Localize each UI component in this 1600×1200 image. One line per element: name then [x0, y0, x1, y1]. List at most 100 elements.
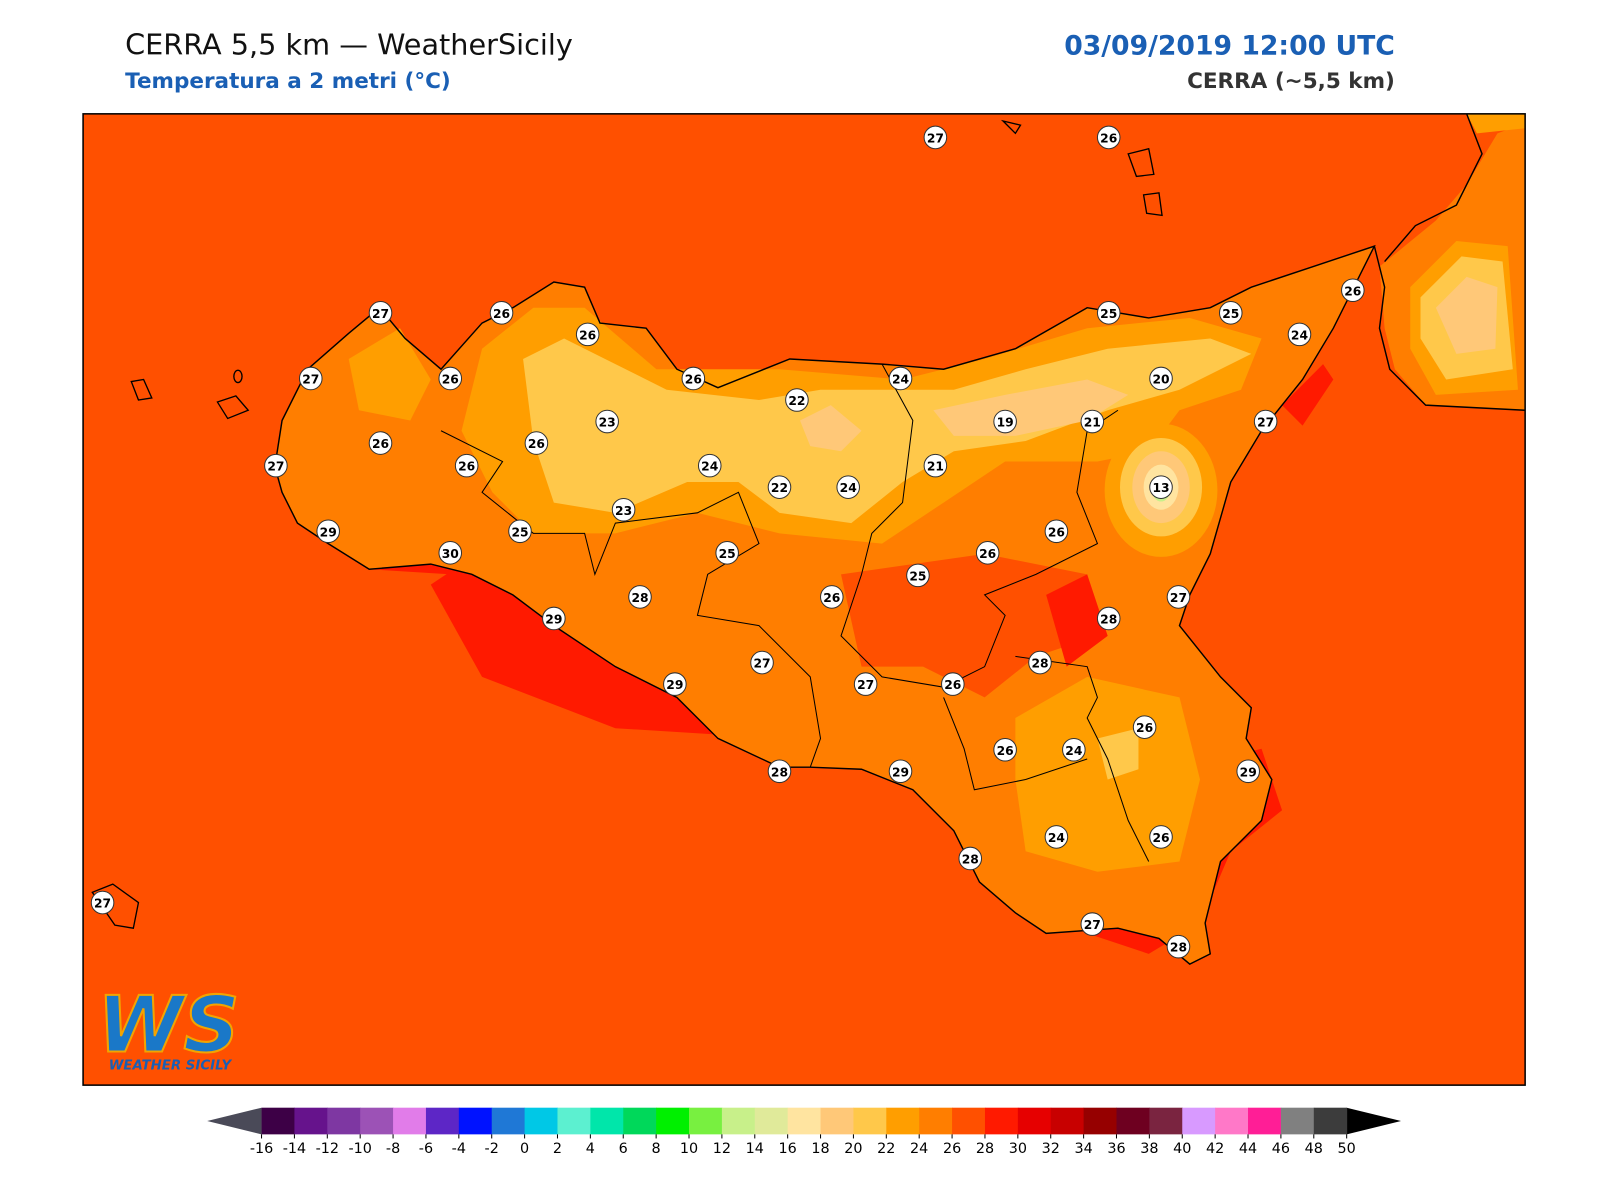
calabria-field [1466, 113, 1526, 134]
station-value: 26 [1344, 284, 1361, 298]
station-marker [90, 890, 115, 915]
station-value: 25 [1100, 307, 1117, 321]
colorbar-segment [1149, 1107, 1183, 1135]
colorbar-segment [1313, 1107, 1348, 1135]
stations: 27 26 27 26 26 25 25 26 24 27 26 26 24 20 22 23 19 21 27 26… [90, 125, 1365, 959]
colorbar-tick-label: 30 [1009, 1141, 1027, 1157]
station-value: 25 [1222, 307, 1239, 321]
colorbar-segment [1248, 1107, 1282, 1135]
station-marker [1062, 737, 1086, 762]
station-value: 29 [666, 678, 683, 692]
station-marker [923, 453, 948, 478]
colorbar-segment [1017, 1107, 1052, 1135]
colorbar-segment [1050, 1107, 1085, 1135]
station-marker [993, 737, 1017, 762]
station-value: 26 [493, 307, 510, 321]
station-value: 29 [320, 525, 337, 539]
land-field [800, 405, 862, 452]
station-marker [1080, 409, 1105, 434]
datetime: 03/09/2019 12:00 UTC [1064, 30, 1395, 61]
colorbar-tick-label: -14 [283, 1141, 306, 1157]
station-value: 25 [719, 547, 736, 561]
station-marker [1096, 301, 1121, 325]
colorbar-segment [952, 1107, 986, 1135]
station-value: 21 [927, 460, 944, 474]
station-value: 26 [997, 744, 1014, 758]
colorbar-segment [458, 1107, 493, 1135]
colorbar-tick-label: 4 [586, 1141, 595, 1157]
station-value: 28 [771, 765, 788, 779]
colorbar-tick-label: 46 [1272, 1141, 1290, 1157]
station-value: 24 [1291, 328, 1308, 342]
colorbar-tick-label: 10 [680, 1141, 698, 1157]
station-value: 27 [1257, 416, 1274, 430]
colorbar-segment [1116, 1107, 1150, 1135]
colorbar-tick-label: 32 [1042, 1141, 1060, 1157]
station-value: 22 [771, 481, 788, 495]
colorbar-tick-label: 50 [1338, 1141, 1356, 1157]
colorbar-segment [1280, 1107, 1315, 1135]
colorbar-tick-label: 40 [1173, 1141, 1191, 1157]
warm-band [1282, 364, 1334, 426]
station-value: 27 [94, 897, 111, 911]
station-value: 13 [1152, 481, 1169, 495]
colorbar-tick-label: 24 [910, 1141, 928, 1157]
colorbar: -16 -14 -12 -10 -8 -6 -4 -2 0 2 4 6 8 10 12 14 16 18 20 22 2… [207, 1107, 1402, 1157]
station-marker [767, 475, 792, 499]
province-borders [440, 363, 1150, 862]
station-marker [906, 563, 930, 588]
station-value: 26 [1152, 831, 1169, 845]
station-value: 19 [997, 416, 1014, 430]
colorbar-extend-high [1346, 1107, 1402, 1135]
title: CERRA 5,5 km — WeatherSicily [125, 27, 573, 61]
colorbar-tick-label: 38 [1140, 1141, 1158, 1157]
station-marker [785, 388, 809, 412]
station-marker [750, 650, 774, 675]
colorbar-segment [393, 1107, 427, 1135]
station-value: 26 [458, 460, 475, 474]
station-value: 26 [685, 372, 702, 386]
station-value: 27 [1170, 591, 1187, 605]
station-marker [1044, 825, 1069, 849]
station-marker [697, 453, 722, 478]
colorbar-tick-label: 16 [779, 1141, 797, 1157]
station-value: 25 [511, 525, 528, 539]
station-marker [975, 541, 1000, 565]
station-marker [628, 585, 652, 609]
station-value: 28 [631, 591, 648, 605]
station-marker [819, 585, 844, 609]
station-value: 26 [528, 437, 545, 451]
station-value: 28 [1100, 612, 1117, 626]
station-marker [489, 301, 514, 325]
colorbar-segment [623, 1107, 657, 1135]
logo-name: WEATHER SICILY [109, 1059, 233, 1074]
colorbar-segment [787, 1107, 822, 1135]
colorbar-tick-label: 28 [976, 1141, 994, 1157]
colorbar-segment [1215, 1107, 1249, 1135]
station-value: 29 [892, 765, 909, 779]
land-field [1046, 574, 1108, 667]
colorbar-segment [656, 1107, 690, 1135]
station-value: 27 [267, 460, 284, 474]
station-value: 26 [823, 591, 840, 605]
station-marker [1341, 278, 1365, 303]
colorbar-segment [1083, 1107, 1118, 1135]
station-marker [715, 541, 739, 565]
station-marker [1218, 301, 1243, 325]
colorbar-tick-label: 36 [1107, 1141, 1125, 1157]
colorbar-segment [984, 1107, 1019, 1135]
station-marker [542, 606, 566, 631]
station-marker [853, 672, 878, 696]
station-value: 27 [857, 678, 874, 692]
station-value: 26 [1048, 525, 1065, 539]
colorbar-tick-label: -6 [419, 1141, 433, 1157]
station-value: 26 [579, 328, 596, 342]
land-field [1097, 728, 1139, 780]
station-marker [368, 431, 393, 455]
colorbar-segment [721, 1107, 756, 1135]
colorbar-tick-label: -4 [452, 1141, 466, 1157]
station-marker [767, 759, 792, 784]
colorbar-tick-label: 20 [844, 1141, 862, 1157]
station-marker [1236, 759, 1260, 784]
station-marker [923, 125, 948, 150]
